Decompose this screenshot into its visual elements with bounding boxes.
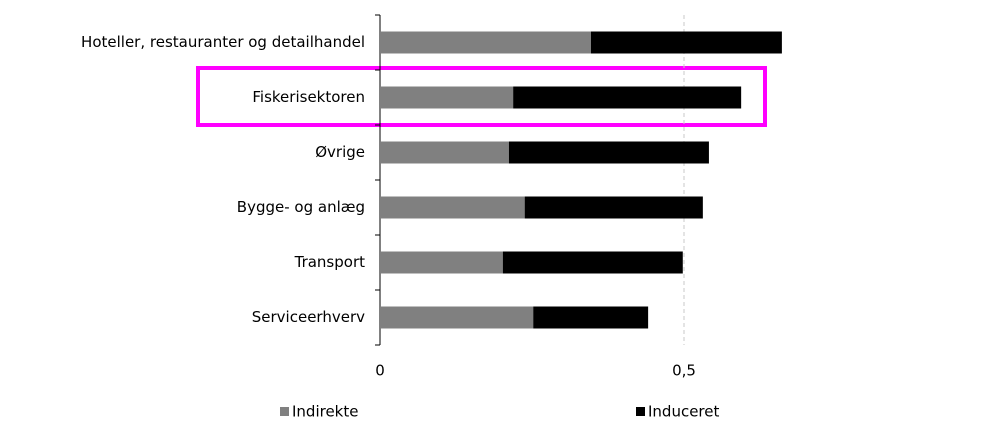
legend-swatch [636, 407, 645, 416]
y-tick-label: Serviceerhverv [252, 308, 365, 326]
x-tick-label: 0,5 [672, 362, 696, 380]
y-tick-label: Transport [294, 253, 366, 271]
bar-segment [513, 86, 742, 109]
bar-segment [380, 86, 514, 109]
bar-segment [502, 251, 683, 274]
y-tick-label: Fiskerisektoren [252, 88, 365, 106]
legend-label: Indirekte [292, 403, 358, 421]
bar-segment [508, 141, 709, 164]
bar-segment [380, 196, 525, 219]
x-tick-label: 0 [375, 362, 385, 380]
highlight-box [196, 66, 767, 127]
bar-segment [380, 251, 503, 274]
bar-segment [380, 141, 509, 164]
bar-segment [380, 31, 591, 54]
y-tick-label: Øvrige [315, 143, 365, 161]
bar-segment [533, 306, 649, 329]
y-tick-label: Bygge- og anlæg [237, 198, 365, 216]
y-tick-label: Hoteller, restauranter og detailhandel [81, 33, 365, 51]
legend-swatch [280, 407, 289, 416]
legend-label: Induceret [648, 403, 720, 421]
bar-segment [590, 31, 782, 54]
bar-segment [524, 196, 703, 219]
bar-segment [380, 306, 534, 329]
